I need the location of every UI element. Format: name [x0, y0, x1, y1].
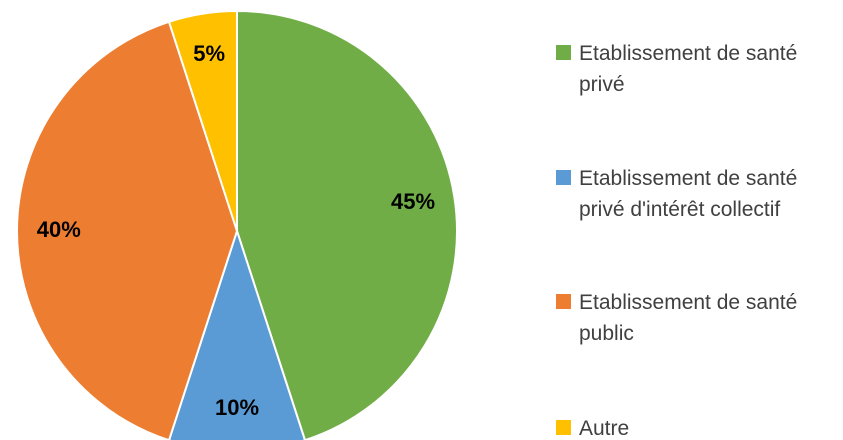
legend-swatch — [556, 294, 571, 309]
legend-item: Autre — [556, 413, 826, 440]
legend-item: Etablissement de santé public — [556, 287, 826, 349]
data-label: 5% — [193, 41, 225, 66]
data-label: 45% — [391, 189, 435, 214]
legend-item: Etablissement de santé privé — [556, 38, 826, 100]
pie-slice — [16, 20, 239, 440]
pie-slice — [236, 9, 458, 440]
legend-label: Etablissement de santé privé d'intérêt c… — [579, 167, 798, 221]
legend-swatch — [556, 45, 571, 60]
legend-swatch — [556, 170, 571, 185]
legend-label: Etablissement de santé privé — [579, 42, 798, 96]
pie-slice — [167, 9, 238, 232]
pie-slice — [168, 227, 306, 440]
data-label: 40% — [37, 217, 81, 242]
legend-label: Autre — [579, 417, 630, 440]
legend-swatch — [556, 420, 571, 435]
legend-item: Etablissement de santé privé d'intérêt c… — [556, 163, 826, 225]
data-label: 10% — [215, 395, 259, 420]
legend-label: Etablissement de santé public — [579, 291, 798, 345]
